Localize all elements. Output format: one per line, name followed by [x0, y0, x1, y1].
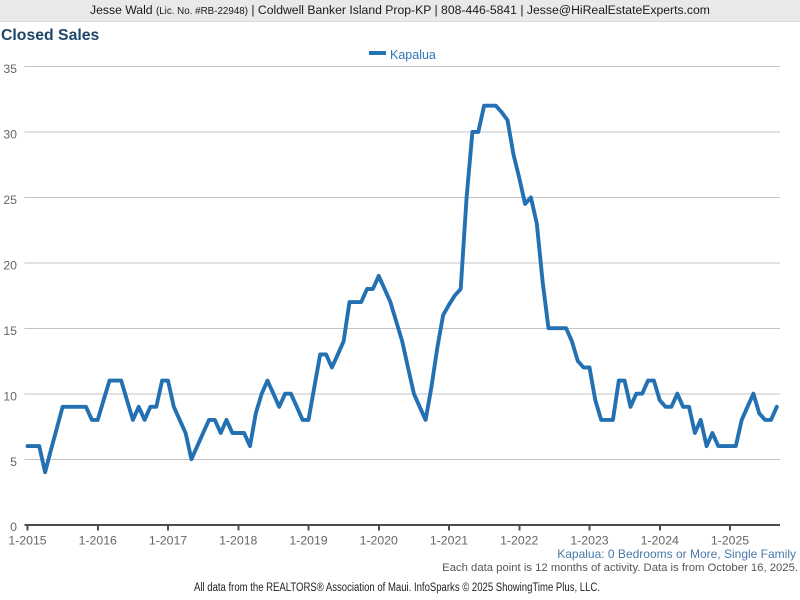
svg-text:5: 5 [10, 455, 17, 469]
svg-text:1-2019: 1-2019 [289, 534, 327, 548]
svg-text:20: 20 [3, 259, 17, 273]
svg-text:10: 10 [3, 390, 17, 404]
svg-text:15: 15 [3, 324, 17, 338]
svg-text:1-2022: 1-2022 [500, 534, 538, 548]
svg-text:1-2016: 1-2016 [79, 534, 117, 548]
svg-text:1-2020: 1-2020 [360, 534, 398, 548]
svg-text:1-2024: 1-2024 [641, 534, 679, 548]
svg-text:0: 0 [10, 520, 17, 534]
svg-text:1-2025: 1-2025 [711, 534, 749, 548]
svg-text:1-2018: 1-2018 [219, 534, 257, 548]
svg-text:1-2023: 1-2023 [570, 534, 608, 548]
svg-text:1-2017: 1-2017 [149, 534, 187, 548]
svg-text:35: 35 [3, 62, 17, 76]
svg-text:30: 30 [3, 128, 17, 142]
svg-text:25: 25 [3, 193, 17, 207]
svg-text:1-2015: 1-2015 [8, 534, 46, 548]
svg-text:1-2021: 1-2021 [430, 534, 468, 548]
